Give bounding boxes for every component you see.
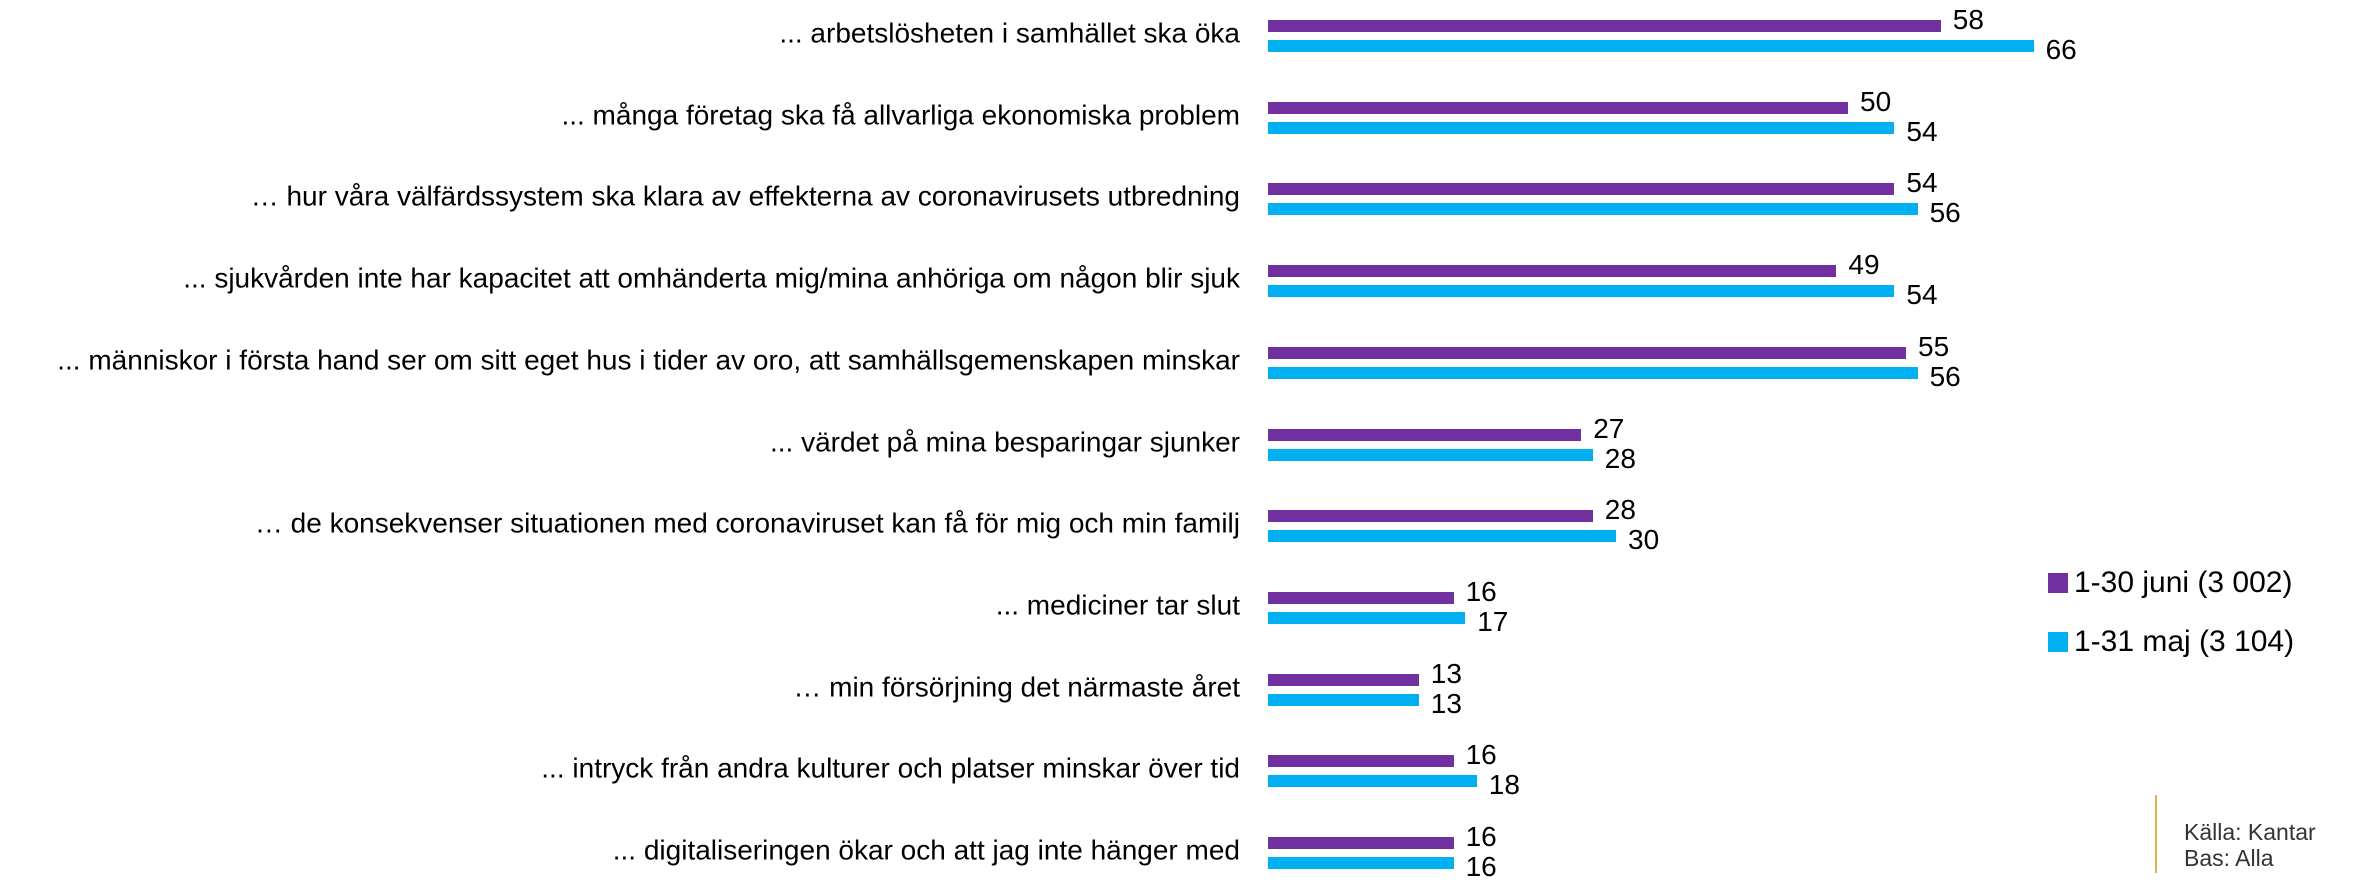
bar (1268, 775, 1477, 788)
value-label: 28 (1604, 442, 1636, 474)
value-label: 16 (1465, 851, 1497, 882)
legend-label: 1-30 juni (3 002) (2074, 566, 2293, 599)
bar (1268, 611, 1466, 624)
value-label: 55 (1918, 330, 1950, 362)
value-label: 16 (1465, 739, 1497, 771)
value-label: 56 (1929, 360, 1961, 392)
bar (1268, 448, 1593, 461)
value-label: 66 (2045, 34, 2077, 65)
value-label: 54 (1906, 115, 1938, 147)
value-label: 18 (1488, 769, 1520, 801)
value-label: 56 (1929, 197, 1961, 229)
category-label: ... digitaliseringen ökar och att jag in… (612, 834, 1240, 866)
value-label: 16 (1465, 575, 1497, 607)
bar (1268, 285, 1895, 298)
value-label: 54 (1906, 279, 1938, 311)
category-label: … min försörjning det närmaste året (793, 671, 1240, 703)
source-text: Källa: Kantar (2184, 819, 2316, 845)
value-label: 16 (1465, 821, 1497, 852)
category-label: ... arbetslösheten i samhället ska öka (779, 17, 1240, 49)
value-label: 17 (1477, 605, 1509, 637)
value-label: 30 (1628, 524, 1660, 556)
bar (1268, 101, 1848, 114)
value-label: 28 (1604, 494, 1636, 526)
category-label: ... många företag ska få allvarliga ekon… (561, 99, 1240, 131)
source-divider (2155, 795, 2157, 873)
category-label: ... människor i första hand ser om sitt … (57, 344, 1240, 376)
bar (1268, 183, 1895, 196)
legend-swatch (2048, 632, 2068, 652)
source-text: Bas: Alla (2184, 845, 2274, 871)
bar (1268, 591, 1454, 604)
bar (1268, 265, 1837, 278)
category-label: ... intryck från andra kulturer och plat… (541, 752, 1240, 784)
bar (1268, 510, 1593, 523)
bar (1268, 530, 1616, 543)
category-label: ... mediciner tar slut (995, 589, 1240, 621)
value-label: 50 (1860, 85, 1892, 117)
value-label: 54 (1906, 167, 1938, 199)
value-label: 13 (1430, 657, 1462, 689)
bar (1268, 121, 1895, 134)
legend-label: 1-31 maj (3 104) (2074, 625, 2295, 658)
value-label: 27 (1593, 412, 1625, 444)
category-label: … de konsekvenser situationen med corona… (254, 507, 1240, 539)
bar (1268, 346, 1906, 359)
legend-swatch (2048, 573, 2068, 593)
category-label: ... värdet på mina besparingar sjunker (769, 426, 1240, 457)
value-label: 13 (1430, 687, 1462, 719)
bar (1268, 673, 1419, 686)
bar (1268, 755, 1454, 768)
bar (1268, 203, 1918, 216)
category-label: … hur våra välfärdssystem ska klara av e… (250, 180, 1240, 212)
value-label: 49 (1848, 249, 1880, 281)
bar (1268, 428, 1582, 441)
bar (1268, 20, 1941, 32)
bar (1268, 693, 1419, 706)
bar (1268, 40, 2034, 52)
bar (1268, 857, 1454, 869)
bar (1268, 837, 1454, 849)
category-label: ... sjukvården inte har kapacitet att om… (183, 262, 1240, 294)
bar (1268, 366, 1918, 379)
value-label: 58 (1952, 4, 1984, 35)
